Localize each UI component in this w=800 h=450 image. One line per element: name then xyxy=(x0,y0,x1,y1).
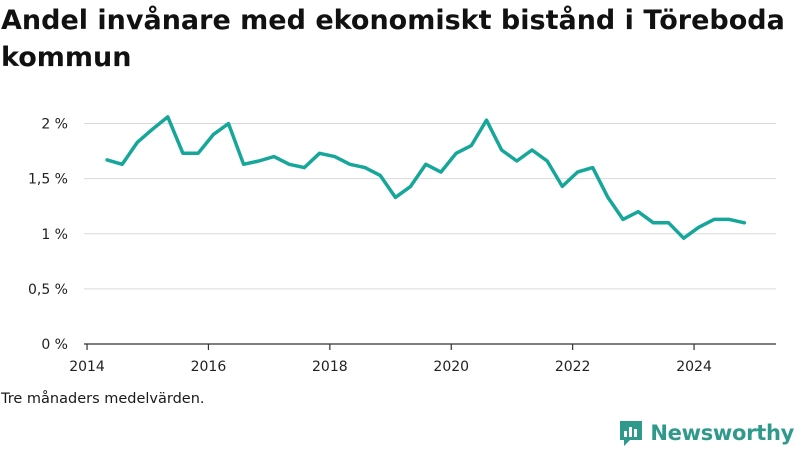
brand-logo[interactable]: Newsworthy xyxy=(618,417,794,449)
x-tick-label: 2024 xyxy=(676,359,712,375)
chart-title: Andel invånare med ekonomiskt bistånd i … xyxy=(1,5,785,73)
x-tick-label: 2020 xyxy=(433,359,469,375)
y-tick-label: 0,5 % xyxy=(28,282,68,298)
y-tick-label: 1,5 % xyxy=(28,172,68,188)
x-tick-label: 2018 xyxy=(312,359,348,375)
y-tick-label: 0 % xyxy=(41,337,68,353)
y-tick-label: 2 % xyxy=(41,117,68,133)
series-line xyxy=(105,115,747,240)
newsworthy-logo-icon xyxy=(620,421,643,446)
y-axis-tick-labels: 0 % 0,5 % 1 % 1,5 % 2 % xyxy=(28,117,68,353)
x-tick-label: 2022 xyxy=(555,359,591,375)
x-axis-ticks: 2014 2016 2018 2020 2022 2024 xyxy=(69,344,712,375)
brand-name: Newsworthy xyxy=(650,421,794,445)
footnote: Tre månaders medelvärden. xyxy=(1,391,205,407)
gridlines xyxy=(84,123,776,290)
x-tick-label: 2014 xyxy=(69,359,105,375)
y-tick-label: 1 % xyxy=(41,227,68,243)
x-tick-label: 2016 xyxy=(191,359,227,375)
